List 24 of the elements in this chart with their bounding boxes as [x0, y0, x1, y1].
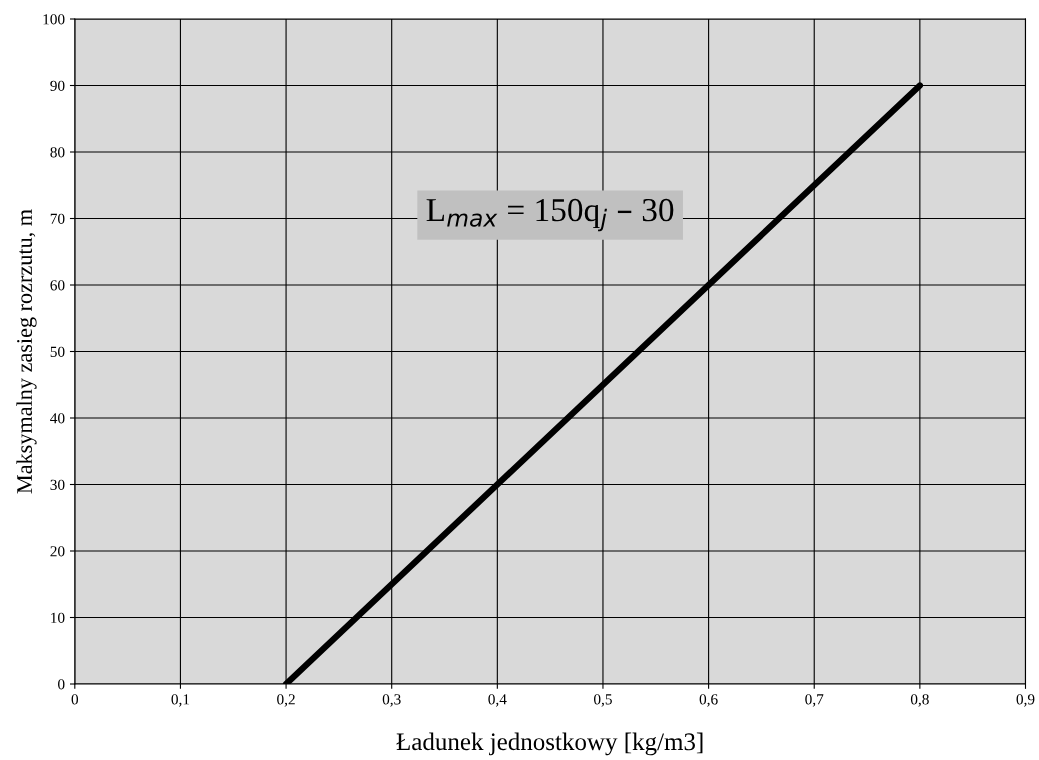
y-tick-label: 90: [50, 80, 65, 91]
x-tick-label: 0: [71, 694, 79, 705]
x-tick-label: 0,6: [699, 694, 718, 707]
x-tick-label: 0,9: [1016, 694, 1035, 707]
y-tick-label: 70: [50, 213, 65, 224]
y-axis-title: Maksymalny zasieg rozrzutu, m: [16, 209, 37, 494]
x-axis-title: Ładunek jednostkowy [kg/m3]: [396, 732, 703, 756]
y-tick-label: 10: [51, 612, 65, 623]
y-tick-label: 30: [50, 479, 65, 490]
x-tick-label: 0,1: [171, 694, 190, 707]
x-tick-label: 0,8: [910, 694, 929, 707]
x-tick-label: 0,3: [382, 694, 401, 707]
annotation: L$_{max}$ = 150q$_{j}$ – 30: [426, 198, 674, 232]
y-tick-label: 50: [50, 346, 65, 357]
y-tick-label: 80: [50, 147, 65, 158]
y-tick-label: 100: [43, 14, 65, 25]
x-tick-label: 0,5: [594, 694, 612, 707]
y-tick-label: 0: [58, 679, 65, 690]
y-tick-label: 60: [50, 280, 65, 291]
y-tick-label: 40: [50, 413, 65, 424]
y-tick-label: 20: [50, 546, 65, 557]
x-tick-label: 0,2: [277, 694, 295, 707]
x-tick-label: 0,4: [488, 694, 507, 707]
x-tick-label: 0,7: [805, 694, 824, 707]
